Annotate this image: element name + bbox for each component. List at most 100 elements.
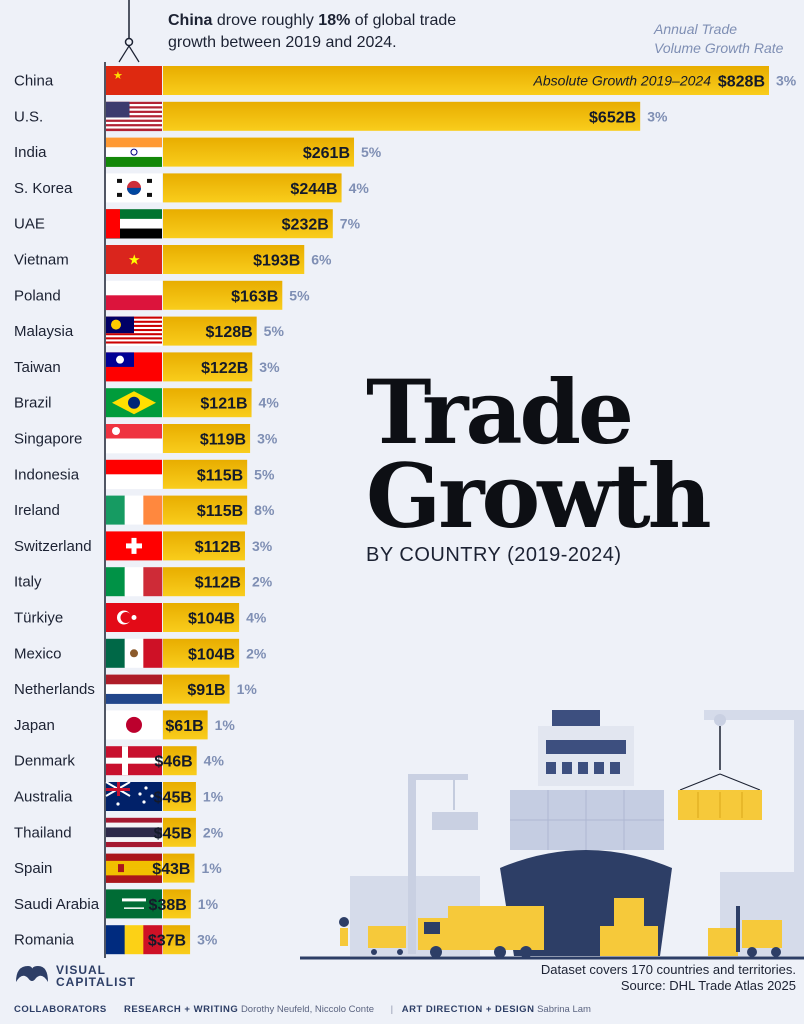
bar: [163, 746, 197, 776]
growth-rate-label: 1%: [198, 896, 219, 912]
growth-rate-label: 4%: [204, 753, 225, 769]
bar: [163, 173, 342, 203]
value-label: $232B: [282, 217, 329, 234]
country-label: Indonesia: [14, 466, 80, 483]
design-val: Sabrina Lam: [537, 1004, 591, 1015]
bar: [163, 531, 245, 561]
growth-rate-label: 2%: [252, 574, 273, 590]
uae-flag-icon: [106, 209, 162, 239]
value-label: $104B: [188, 611, 235, 628]
growth-rate-label: 4%: [246, 610, 267, 626]
value-label: $261B: [303, 145, 350, 162]
country-label: Singapore: [14, 431, 82, 448]
growth-rate-label: 8%: [254, 502, 275, 518]
denmark-flag-icon: [106, 746, 162, 776]
australia-flag-icon: [105, 781, 162, 811]
country-label: Denmark: [14, 753, 75, 770]
value-label: $112B: [195, 575, 241, 592]
south-korea-flag-icon: [106, 173, 162, 203]
country-label: S. Korea: [14, 180, 73, 197]
svg-text:★: ★: [128, 253, 141, 269]
growth-rate-legend: Annual Trade Volume Growth Rate: [654, 20, 794, 58]
vietnam-flag-icon: ★: [106, 245, 162, 274]
growth-rate-label: 1%: [203, 789, 224, 805]
value-label: $45B: [154, 790, 192, 807]
country-label: Saudi Arabia: [14, 896, 100, 913]
title-line-2: Growth: [366, 444, 712, 548]
growth-rate-label: 5%: [361, 144, 382, 160]
country-label: Italy: [14, 574, 42, 591]
indonesia-flag-icon: [106, 459, 162, 490]
country-label: Netherlands: [14, 681, 95, 698]
bar: [163, 853, 195, 883]
country-label: UAE: [14, 216, 45, 233]
value-label: $115B: [197, 503, 243, 520]
headline-text-1: drove roughly: [212, 12, 319, 29]
value-label: $244B: [290, 181, 337, 198]
brand-logo: VISUAL CAPITALIST: [14, 962, 136, 990]
value-label: $652B: [589, 109, 636, 126]
country-label: Taiwan: [14, 359, 61, 376]
headline-text-2: of global trade growth between 2019 and …: [168, 12, 457, 51]
japan-flag-icon: [106, 710, 162, 740]
growth-rate-label: 1%: [215, 717, 236, 733]
headline-percent: 18%: [318, 12, 351, 29]
growth-rate-label: 5%: [289, 287, 310, 303]
value-label: $38B: [149, 897, 187, 914]
country-label: Japan: [14, 717, 55, 734]
headline: China drove roughly 18% of global trade …: [168, 10, 498, 54]
title-block: Trade Growth BY COUNTRY (2019-2024): [366, 368, 796, 567]
italy-flag-icon: [106, 567, 163, 597]
bar: [163, 101, 641, 131]
bar: [163, 638, 240, 668]
growth-rate-label: 2%: [246, 645, 267, 661]
value-label: $115B: [197, 467, 243, 484]
bar: [163, 424, 251, 453]
bar: [163, 567, 245, 597]
bar: [163, 137, 355, 167]
credits: COLLABORATORS RESEARCH + WRITING Dorothy…: [14, 1004, 591, 1015]
absolute-growth-annotation: Absolute Growth 2019–2024: [533, 73, 712, 89]
value-label: $43B: [152, 861, 190, 878]
value-label: $122B: [201, 360, 248, 377]
value-label: $45B: [154, 825, 192, 842]
visual-capitalist-logo-icon: [16, 966, 48, 982]
value-label: $37B: [148, 933, 186, 950]
country-label: Spain: [14, 860, 52, 877]
bar: [163, 925, 191, 955]
growth-rate-label: 3%: [259, 359, 280, 375]
growth-rate-label: 6%: [311, 252, 332, 268]
bar: [163, 280, 283, 310]
headline-country: China: [168, 12, 213, 29]
romania-flag-icon: [106, 925, 163, 955]
growth-rate-label: 5%: [254, 466, 275, 482]
country-label: U.S.: [14, 108, 43, 125]
bar: [163, 316, 257, 346]
growth-rate-label: 3%: [252, 538, 273, 554]
bar: [163, 209, 333, 239]
growth-rate-label: 2%: [203, 824, 224, 840]
value-label: $128B: [206, 324, 253, 341]
value-label: $61B: [165, 718, 203, 735]
mexico-flag-icon: [106, 638, 163, 668]
growth-rate-label: 1%: [237, 681, 258, 697]
brazil-flag-icon: [106, 388, 162, 418]
legend-line-1: Annual Trade: [654, 21, 738, 37]
growth-rate-label: 7%: [340, 216, 361, 232]
crane-hook-icon: [118, 0, 140, 63]
india-flag-icon: [106, 137, 162, 167]
country-label: Switzerland: [14, 538, 92, 555]
country-label: Mexico: [14, 645, 62, 662]
value-label: $163B: [231, 288, 278, 305]
bar: [163, 495, 248, 525]
value-label: $104B: [188, 646, 235, 663]
country-label: Australia: [14, 789, 73, 806]
thailand-flag-icon: [106, 817, 162, 848]
port-illustration: [300, 710, 804, 960]
bar: [163, 782, 196, 811]
country-label: Thailand: [14, 824, 72, 841]
value-label: $193B: [253, 253, 300, 270]
value-label: $119B: [200, 432, 246, 449]
value-label: $91B: [187, 682, 225, 699]
research-key: RESEARCH + WRITING: [123, 1004, 239, 1015]
